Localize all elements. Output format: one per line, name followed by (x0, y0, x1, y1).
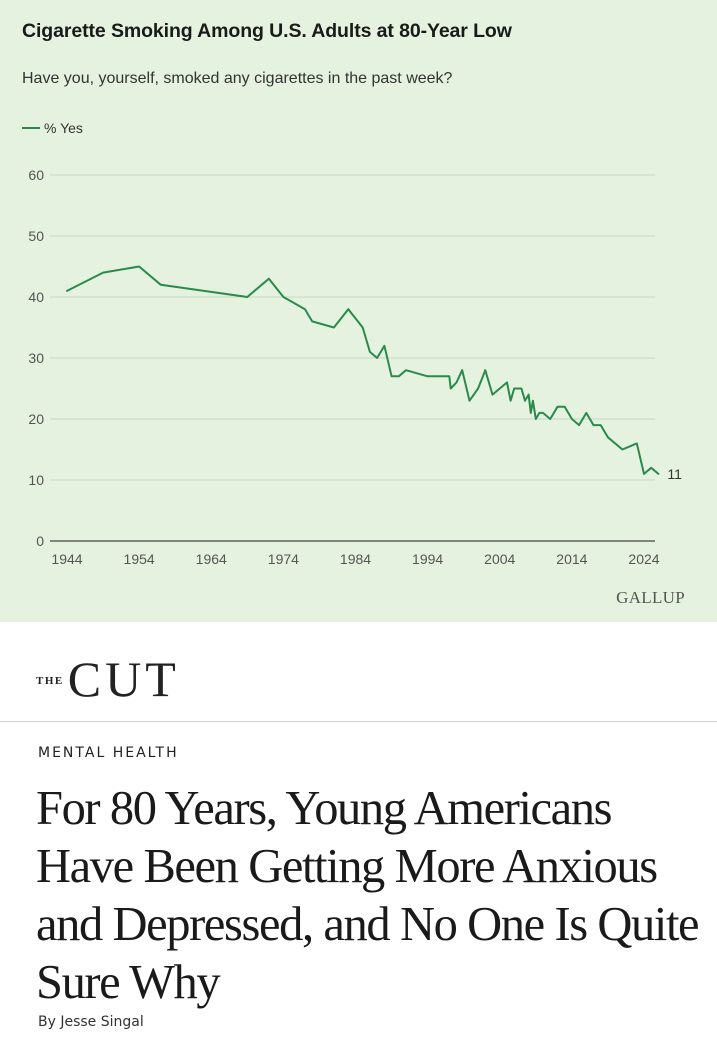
x-axis: 1944 1954 1964 1974 1984 1994 2004 2014 2024 (51, 551, 659, 567)
y-tick-label: 0 (36, 533, 44, 549)
chart-series (66, 265, 660, 475)
legend-label: % Yes (44, 120, 83, 136)
article-headline[interactable]: For 80 Years, Young Americans Have Been … (36, 782, 700, 1009)
header-divider (0, 721, 717, 722)
logo-the: THE (36, 675, 64, 687)
x-tick-label: 2004 (484, 551, 515, 567)
series-line (66, 265, 660, 475)
x-tick-label: 1954 (124, 551, 155, 567)
legend-swatch (22, 127, 40, 129)
x-tick-label: 2014 (556, 551, 587, 567)
end-value-label: 11 (667, 466, 682, 482)
chart-annotations: 11 (667, 466, 682, 482)
section-label[interactable]: MENTAL HEALTH (38, 745, 179, 761)
x-tick-label: 1984 (340, 551, 371, 567)
the-cut-logo[interactable]: THE CUT (36, 650, 180, 708)
chart-grid (50, 174, 655, 542)
chart-legend: % Yes (22, 120, 83, 136)
article-byline[interactable]: By Jesse Singal (38, 1014, 144, 1030)
y-tick-label: 60 (28, 167, 44, 183)
chart-subtitle: Have you, yourself, smoked any cigarette… (22, 70, 453, 87)
x-tick-label: 1944 (51, 551, 82, 567)
y-tick-label: 50 (28, 228, 44, 244)
x-tick-label: 1964 (196, 551, 227, 567)
line-chart: 0 10 20 30 40 50 60 1944 1954 1964 1974 1984 1994 20… (28, 167, 682, 567)
gallup-logo: GALLUP (616, 588, 685, 607)
y-tick-label: 10 (28, 472, 44, 488)
x-tick-label: 2024 (628, 551, 659, 567)
x-tick-label: 1994 (412, 551, 443, 567)
x-tick-label: 1974 (268, 551, 299, 567)
y-tick-label: 30 (28, 350, 44, 366)
logo-cut: CUT (67, 651, 180, 707)
y-axis: 0 10 20 30 40 50 60 (28, 167, 44, 549)
y-tick-label: 40 (28, 289, 44, 305)
y-tick-label: 20 (28, 411, 44, 427)
chart-panel: Cigarette Smoking Among U.S. Adults at 8… (0, 0, 717, 622)
chart-title: Cigarette Smoking Among U.S. Adults at 8… (22, 20, 512, 42)
